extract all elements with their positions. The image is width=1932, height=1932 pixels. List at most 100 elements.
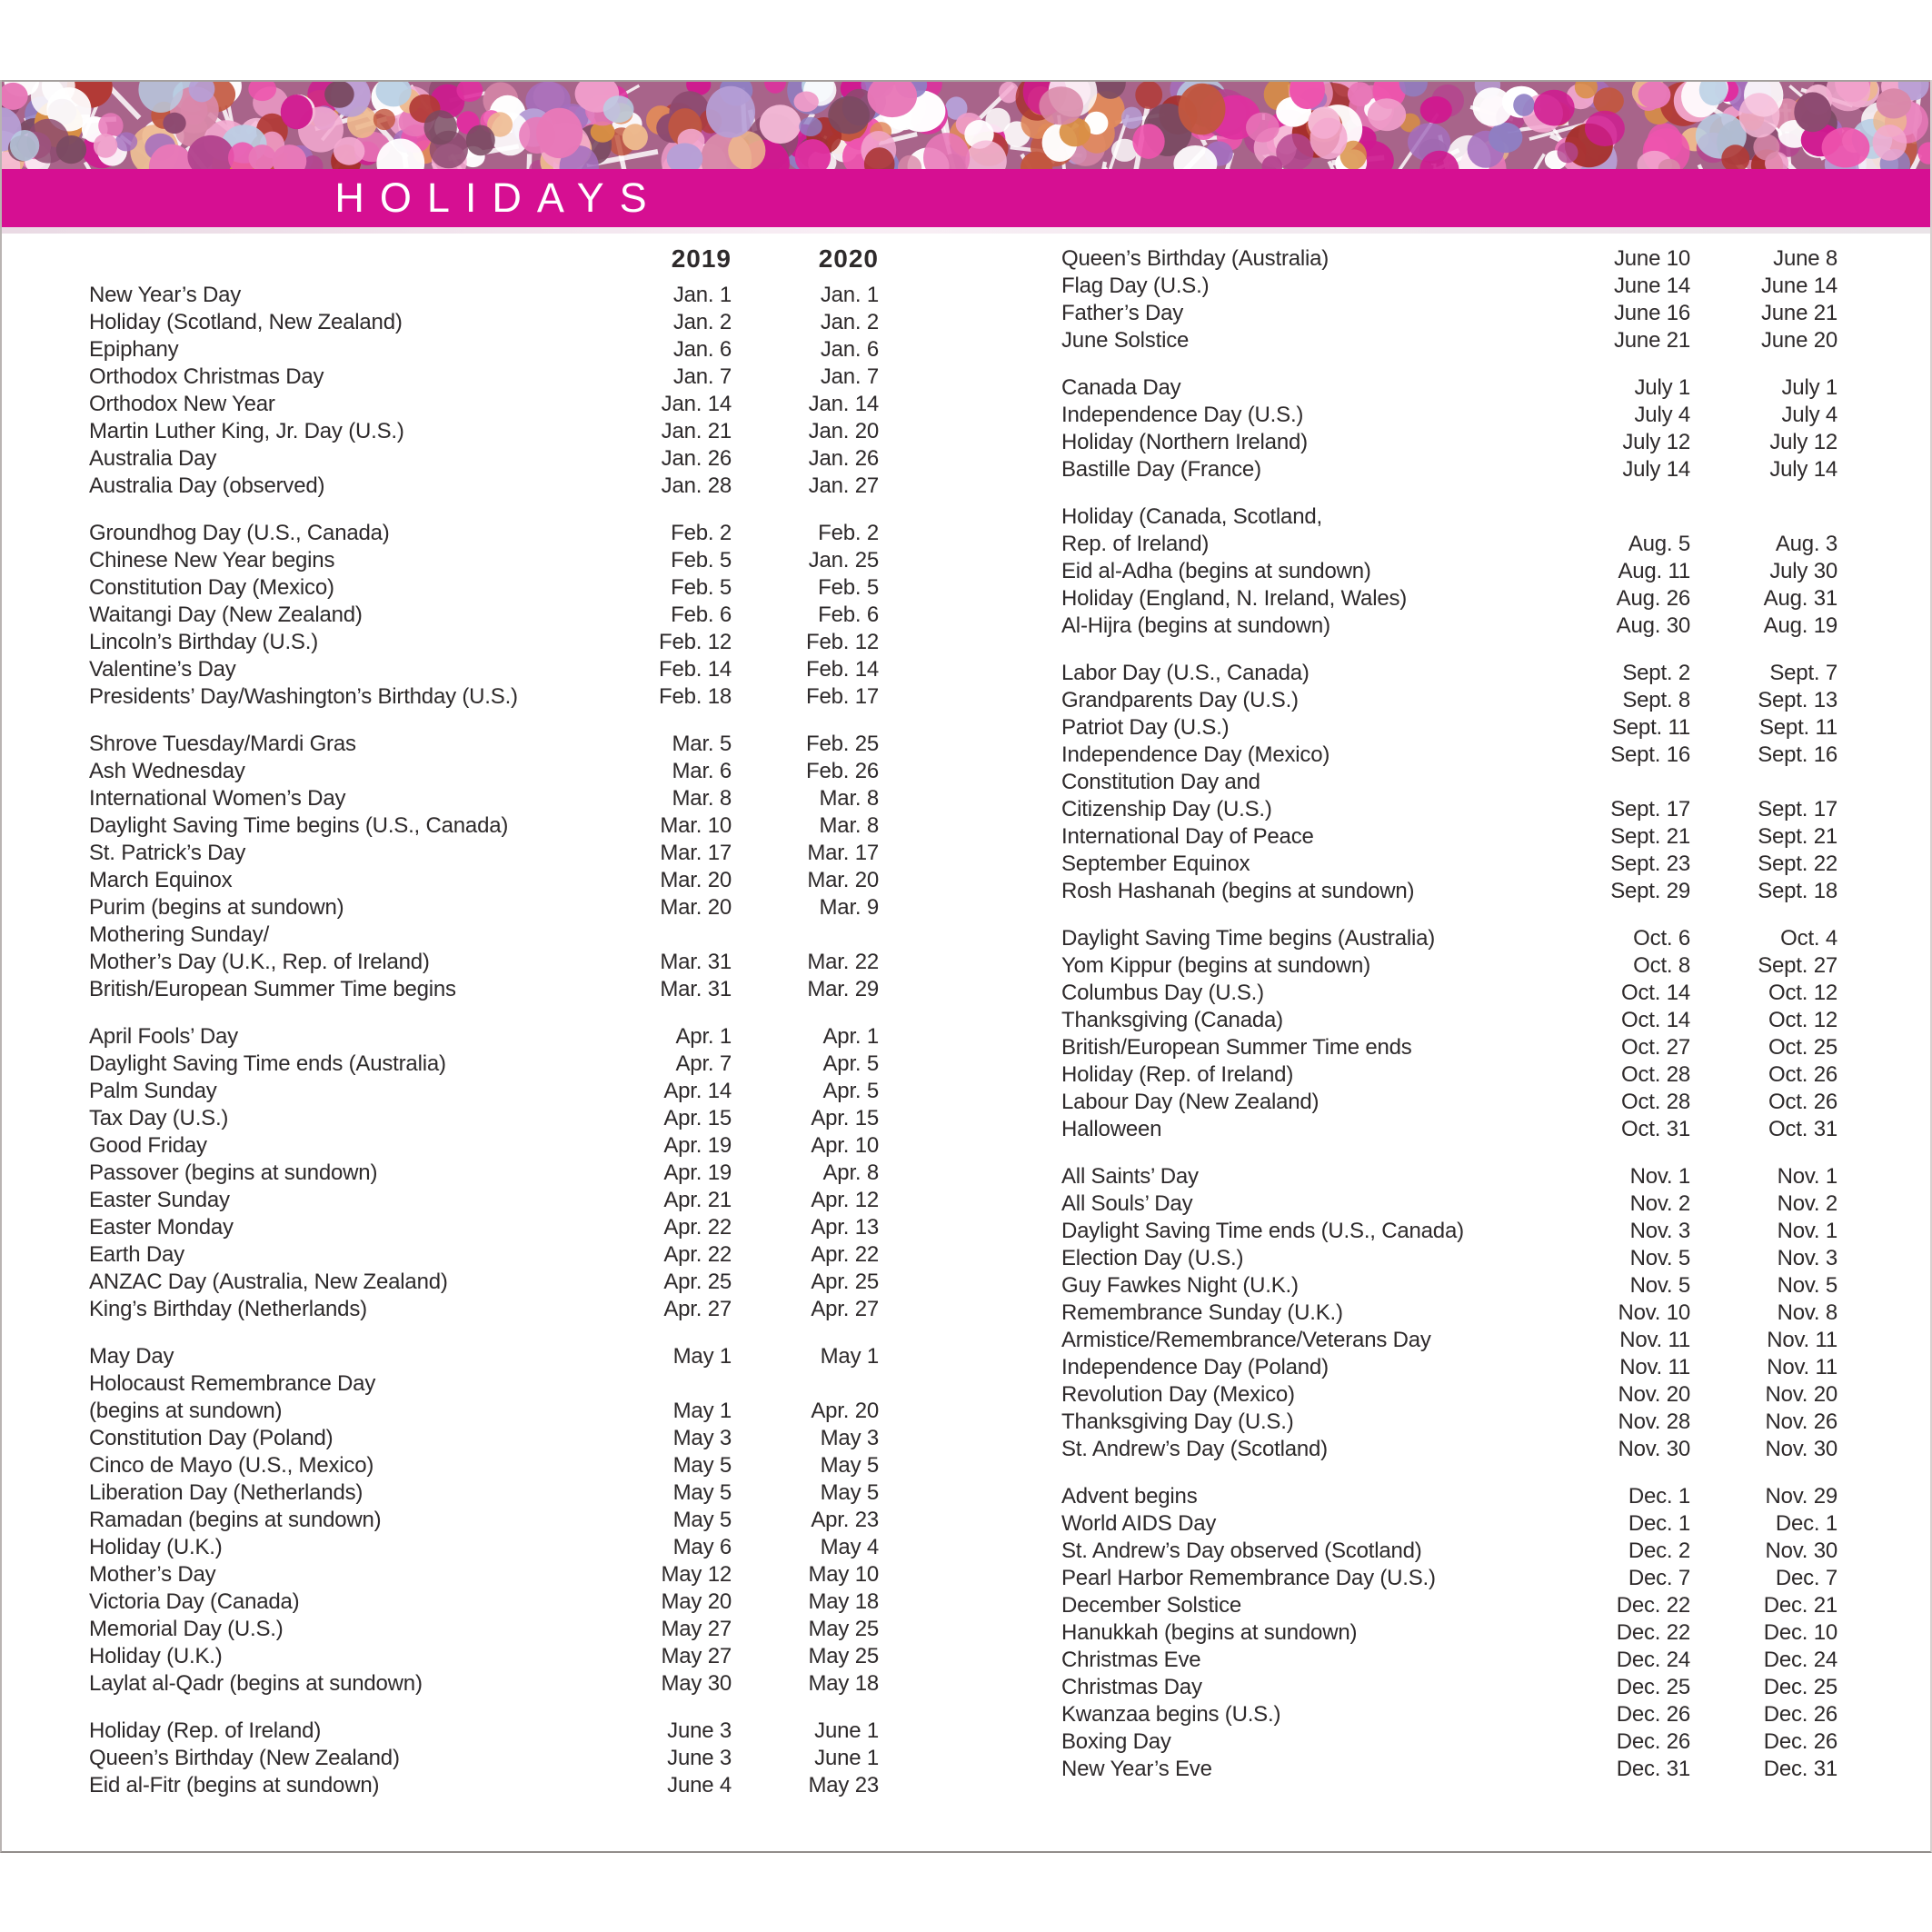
holiday-row: Passover (begins at sundown) Apr. 19 Apr. … (89, 1160, 879, 1187)
holiday-row: Constitution Day and (1061, 769, 1837, 796)
holiday-date-2020: Sept. 7 (1769, 661, 1837, 685)
holiday-date-2019: May 12 (661, 1562, 732, 1587)
holiday-name: British/European Summer Time ends (1061, 1035, 1412, 1060)
holiday-date-2019: Apr. 15 (663, 1106, 732, 1130)
holiday-date-2020: June 20 (1760, 328, 1837, 353)
holiday-date-2019: May 5 (672, 1480, 732, 1505)
holiday-date-2020: Feb. 14 (806, 657, 879, 682)
holiday-month-group: Groundhog Day (U.S., Canada) Feb. 2 Feb. 2… (89, 520, 879, 711)
holiday-row: Hanukkah (begins at sundown) Dec. 22 Dec. … (1061, 1619, 1837, 1647)
holiday-date-2020: Apr. 25 (811, 1270, 879, 1294)
holiday-name: Independence Day (Mexico) (1061, 742, 1330, 767)
holiday-name: Daylight Saving Time ends (Australia) (89, 1051, 446, 1076)
holiday-date-2019: Mar. 8 (672, 786, 732, 811)
holiday-name: Holiday (Canada, Scotland, (1061, 504, 1322, 529)
holiday-date-2019: July 1 (1634, 375, 1691, 400)
holiday-date-2020: May 1 (820, 1344, 880, 1369)
holiday-date-2019: Apr. 19 (663, 1160, 732, 1185)
holiday-date-2019: June 3 (667, 1746, 732, 1770)
holiday-row: Rosh Hashanah (begins at sundown) Sept. 2… (1061, 878, 1837, 905)
holiday-date-2019: June 10 (1613, 246, 1690, 271)
holiday-name: Groundhog Day (U.S., Canada) (89, 521, 390, 545)
holiday-row: Earth Day Apr. 22 Apr. 22 (89, 1241, 879, 1269)
holiday-date-2019: May 1 (672, 1399, 732, 1423)
holiday-name: Daylight Saving Time ends (U.S., Canada) (1061, 1219, 1464, 1243)
holiday-date-2019: May 3 (672, 1426, 732, 1450)
holiday-date-2020: Feb. 12 (806, 630, 879, 654)
holiday-month-group: Daylight Saving Time begins (Australia) O… (1061, 925, 1837, 1143)
holiday-date-2020: Jan. 6 (820, 337, 879, 362)
holiday-row: Valentine’s Day Feb. 14 Feb. 14 (89, 656, 879, 683)
holiday-row: Ramadan (begins at sundown) May 5 Apr. 23 (89, 1507, 879, 1534)
holiday-row: Independence Day (Mexico) Sept. 16 Sept. 1… (1061, 742, 1837, 769)
holiday-date-2019: May 27 (661, 1617, 732, 1641)
holiday-date-2020: July 12 (1769, 430, 1837, 454)
holiday-date-2020 (1690, 769, 1837, 796)
holiday-name: Easter Sunday (89, 1188, 230, 1212)
holiday-date-2020: Oct. 26 (1768, 1062, 1837, 1087)
holiday-date-2019: Jan. 28 (661, 473, 732, 498)
holiday-row: Holiday (Canada, Scotland, (1061, 503, 1837, 531)
holiday-name: Hanukkah (begins at sundown) (1061, 1620, 1358, 1645)
holiday-date-2020: Mar. 17 (807, 841, 879, 865)
holiday-date-2019: Sept. 29 (1610, 879, 1690, 903)
holiday-name: Thanksgiving Day (U.S.) (1061, 1409, 1294, 1434)
holiday-name: International Day of Peace (1061, 824, 1314, 849)
holiday-name: Chinese New Year begins (89, 548, 335, 573)
holiday-date-2020: Dec. 26 (1763, 1729, 1838, 1754)
holiday-date-2019: Dec. 7 (1628, 1566, 1690, 1590)
holiday-date-2019: Aug. 11 (1618, 559, 1690, 583)
holiday-row: Advent begins Dec. 1 Nov. 29 (1061, 1483, 1837, 1510)
holiday-row: Cinco de Mayo (U.S., Mexico) May 5 May 5 (89, 1452, 879, 1479)
holiday-row: Thanksgiving (Canada) Oct. 14 Oct. 12 (1061, 1007, 1837, 1034)
holiday-row: Holiday (Northern Ireland) July 12 July 12 (1061, 429, 1837, 456)
holiday-name: March Equinox (89, 868, 233, 892)
holiday-row: September Equinox Sept. 23 Sept. 22 (1061, 851, 1837, 878)
holiday-date-2019: Nov. 3 (1629, 1219, 1691, 1243)
holiday-date-2020: Nov. 20 (1765, 1382, 1837, 1407)
holiday-date-2020: Oct. 12 (1768, 1008, 1837, 1032)
holiday-date-2019: Apr. 1 (675, 1024, 732, 1049)
holiday-date-2020: Oct. 25 (1768, 1035, 1837, 1060)
holiday-month-group: Queen’s Birthday (Australia) June 10 June … (1061, 245, 1837, 354)
holiday-date-2019: Sept. 17 (1610, 797, 1690, 822)
holiday-name: April Fools’ Day (89, 1024, 238, 1049)
holidays-column-left: 2019 2020 New Year’s Day Jan. 1 Jan. 1 Holida… (89, 245, 879, 1799)
holiday-date-2019: Apr. 27 (663, 1297, 732, 1321)
holiday-date-2019: Dec. 26 (1616, 1729, 1691, 1754)
holiday-date-2020: July 30 (1769, 559, 1837, 583)
holiday-name: Yom Kippur (begins at sundown) (1061, 953, 1370, 978)
holiday-date-2020: Feb. 25 (806, 732, 879, 756)
holiday-row: Christmas Day Dec. 25 Dec. 25 (1061, 1674, 1837, 1701)
holiday-date-2020: Oct. 12 (1768, 981, 1837, 1005)
holiday-name: St. Andrew’s Day observed (Scotland) (1061, 1539, 1422, 1563)
holiday-row: Holocaust Remembrance Day (89, 1370, 879, 1398)
holiday-date-2019: Jan. 21 (661, 419, 732, 443)
holiday-row: June Solstice June 21 June 20 (1061, 327, 1837, 354)
holiday-date-2020: Dec. 21 (1763, 1593, 1838, 1618)
holiday-name: Constitution Day (Mexico) (89, 575, 334, 600)
holiday-row: Martin Luther King, Jr. Day (U.S.) Jan. 2… (89, 418, 879, 445)
holiday-date-2019: June 3 (667, 1718, 732, 1743)
holiday-row: Daylight Saving Time ends (Australia) Apr… (89, 1051, 879, 1078)
holiday-row: Labor Day (U.S., Canada) Sept. 2 Sept. 7 (1061, 660, 1837, 687)
holiday-date-2019 (577, 921, 732, 949)
holiday-date-2020: Feb. 5 (818, 575, 879, 600)
holiday-date-2019: Mar. 10 (660, 813, 732, 838)
holiday-date-2019: Mar. 20 (660, 868, 732, 892)
holiday-date-2019: Oct. 28 (1621, 1062, 1690, 1087)
holiday-name: Lincoln’s Birthday (U.S.) (89, 630, 318, 654)
holiday-row: Easter Monday Apr. 22 Apr. 13 (89, 1214, 879, 1241)
holiday-date-2020: Dec. 26 (1763, 1702, 1838, 1727)
holiday-date-2019: Jan. 7 (672, 364, 732, 389)
holiday-row: King’s Birthday (Netherlands) Apr. 27 Apr.… (89, 1296, 879, 1323)
holiday-date-2020: Feb. 17 (806, 684, 879, 709)
holiday-date-2020: Mar. 8 (819, 813, 880, 838)
holiday-date-2019: Sept. 16 (1610, 742, 1690, 767)
holiday-date-2020: Dec. 31 (1763, 1757, 1838, 1781)
holiday-date-2019: Jan. 1 (672, 283, 732, 307)
holiday-date-2019: July 12 (1622, 430, 1690, 454)
holiday-date-2020: Apr. 10 (811, 1133, 879, 1158)
holiday-date-2020: Mar. 20 (807, 868, 879, 892)
holiday-row: Mothering Sunday/ (89, 921, 879, 949)
